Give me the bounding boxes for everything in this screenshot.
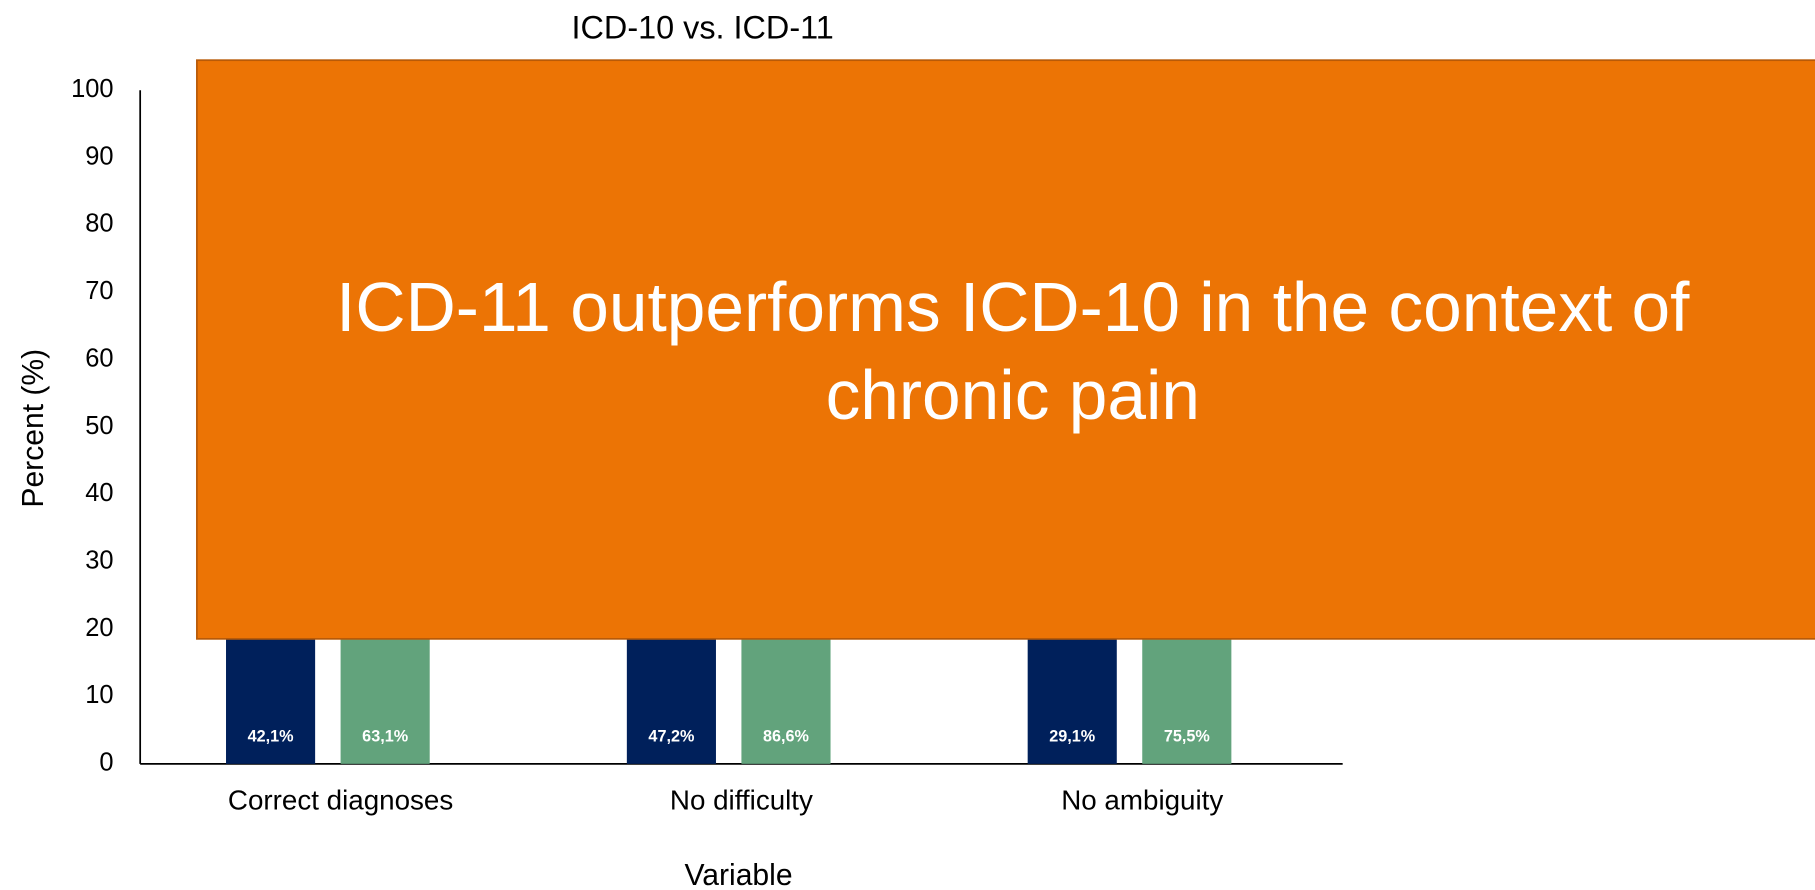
y-tick-label: 60 [85, 344, 113, 372]
x-tick-label: No difficulty [670, 784, 813, 815]
value-label: 86,6% [763, 728, 809, 746]
chart-title: ICD-10 vs. ICD-11 [572, 10, 834, 46]
x-tick-label: No ambiguity [1061, 784, 1223, 815]
x-axis-label: Variable [684, 859, 792, 890]
y-tick-label: 90 [85, 142, 113, 170]
y-tick-label: 80 [85, 210, 113, 238]
value-label: 75,5% [1164, 728, 1210, 746]
value-label: 42,1% [248, 728, 294, 746]
y-tick-label: 30 [85, 546, 113, 574]
value-label: 47,2% [648, 728, 694, 746]
y-tick-label: 50 [85, 412, 113, 440]
value-label: 29,1% [1049, 728, 1095, 746]
value-label: 63,1% [362, 728, 408, 746]
y-tick-label: 10 [85, 681, 113, 709]
annotation-box [196, 59, 1815, 640]
y-tick-label: 20 [85, 614, 113, 642]
y-tick-label: 0 [99, 749, 113, 777]
y-tick-label: 40 [85, 479, 113, 507]
annotation-text: ICD-11 outperforms ICD-10 in the context… [336, 268, 1690, 346]
y-tick-label: 70 [85, 277, 113, 305]
y-axis-label: Percent (%) [17, 349, 50, 508]
annotation-text: chronic pain [826, 356, 1200, 434]
x-tick-label: Correct diagnoses [228, 784, 453, 815]
y-tick-label: 100 [71, 75, 113, 103]
